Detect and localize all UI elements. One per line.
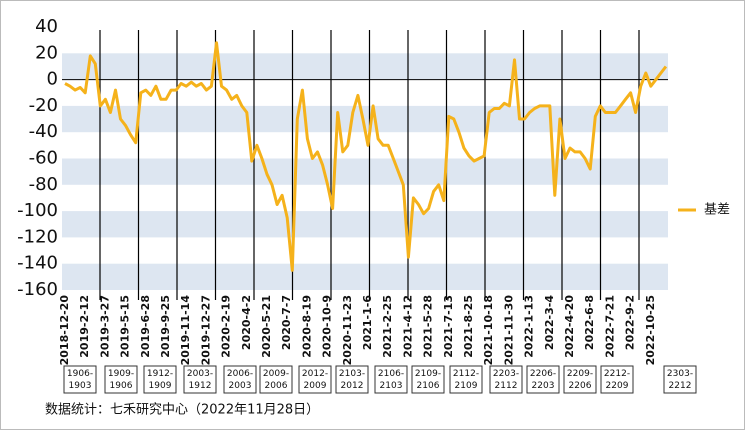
contract-box (223, 365, 257, 394)
x-tick-label: 2019-12-27 (199, 295, 212, 365)
grid-band (62, 263, 668, 290)
x-tick-label: 2020-11-23 (341, 295, 354, 365)
plot (62, 30, 668, 300)
contract-label: 1912-1909 (147, 369, 173, 391)
x-tick-label: 2022-1-13 (523, 295, 536, 358)
contract-box (449, 365, 483, 394)
contract-label: 2109-2106 (415, 369, 441, 391)
x-tick-label: 2022-10-25 (644, 295, 657, 365)
x-tick-label: 2019-11-14 (179, 295, 192, 366)
x-tick-label: 2021-8-25 (462, 295, 475, 358)
x-tick-label: 2022-6-8 (583, 295, 596, 350)
grid-band (62, 53, 668, 80)
x-tick-label: 2021-4-12 (401, 295, 414, 358)
y-tick-label: 0 (47, 69, 58, 90)
contract-label: 2203-2112 (493, 369, 519, 391)
contract-label: 2206-2203 (530, 369, 556, 391)
x-tick-label: 2018-12-20 (58, 295, 71, 366)
source-note: 数据统计：七禾研究中心（2022年11月28日） (45, 403, 319, 418)
contract-box (143, 365, 177, 394)
x-tick-label: 2020-5-21 (260, 295, 273, 358)
y-tick-label: -80 (29, 174, 58, 195)
contract-box (104, 365, 138, 394)
contract-box (663, 365, 697, 394)
y-tick-label: -40 (29, 121, 58, 142)
contract-label: 2009-2006 (263, 369, 289, 391)
contract-box (183, 365, 217, 394)
x-tick-label: 2022-4-20 (563, 295, 576, 358)
x-tick-label: 2020-7-7 (280, 295, 293, 350)
y-tick-label: 40 (35, 16, 58, 37)
contract-label: 2012-2009 (302, 369, 328, 391)
x-tick-label: 2019-2-12 (78, 295, 91, 358)
contract-label: 2006-2003 (227, 369, 253, 391)
contract-box (374, 365, 408, 394)
x-tick-label: 2021-1-6 (361, 295, 374, 350)
y-tick-label: -120 (17, 226, 58, 247)
contract-box (411, 365, 445, 394)
contract-box (489, 365, 523, 394)
x-tick-label: 2020-4-2 (240, 295, 253, 350)
contract-label: 2003-1912 (187, 369, 213, 391)
contract-label: 2303-2212 (667, 369, 693, 391)
x-tick-label: 2021-2-25 (381, 295, 394, 358)
contract-label: 2209-2206 (567, 369, 593, 391)
grid-band (62, 158, 668, 185)
contract-label: 2106-2103 (378, 369, 404, 391)
x-tick-label: 2021-5-28 (422, 295, 435, 358)
x-tick-label: 2020-10-9 (321, 295, 334, 358)
bands (62, 53, 668, 290)
x-tick-label: 2019-3-27 (98, 295, 111, 358)
legend-label: 基差 (704, 203, 730, 218)
contract-label: 1909-1906 (108, 369, 134, 391)
contract-box (526, 365, 560, 394)
x-tick-label: 2019-6-28 (139, 295, 152, 358)
series-line (64, 41, 668, 272)
y-tick-label: -160 (17, 279, 58, 300)
x-tick-label: 2022-9-2 (624, 295, 637, 350)
contract-box (600, 365, 634, 394)
contract-label: 1906-1903 (67, 369, 93, 391)
contract-box (563, 365, 597, 394)
y-tick-label: -140 (17, 253, 58, 274)
y-tick-label: -20 (29, 95, 58, 116)
contract-box (335, 365, 369, 394)
y-tick-label: -60 (29, 148, 58, 169)
contract-box (259, 365, 293, 394)
x-tick-label: 2021-11-30 (502, 295, 515, 366)
contract-label: 2212-2209 (604, 369, 630, 391)
grid-band (62, 211, 668, 238)
x-tick-label: 2021-7-13 (442, 295, 455, 358)
x-tick-label: 2020-8-19 (300, 295, 313, 358)
y-tick-label: -100 (17, 200, 58, 221)
x-tick-label: 2022-3-4 (543, 295, 556, 350)
contract-label: 2103-2012 (339, 369, 365, 391)
contract-box (63, 365, 97, 394)
x-tick-label: 2020-2-19 (220, 295, 233, 358)
x-tick-label: 2019-9-25 (159, 295, 172, 358)
y-tick-label: 20 (35, 42, 58, 63)
x-tick-label: 2021-10-18 (482, 295, 495, 365)
x-tick-label: 2019-5-15 (119, 295, 132, 358)
contract-box (298, 365, 332, 394)
contract-label: 2112-2109 (453, 369, 479, 391)
x-tick-label: 2022-7-21 (603, 295, 616, 358)
